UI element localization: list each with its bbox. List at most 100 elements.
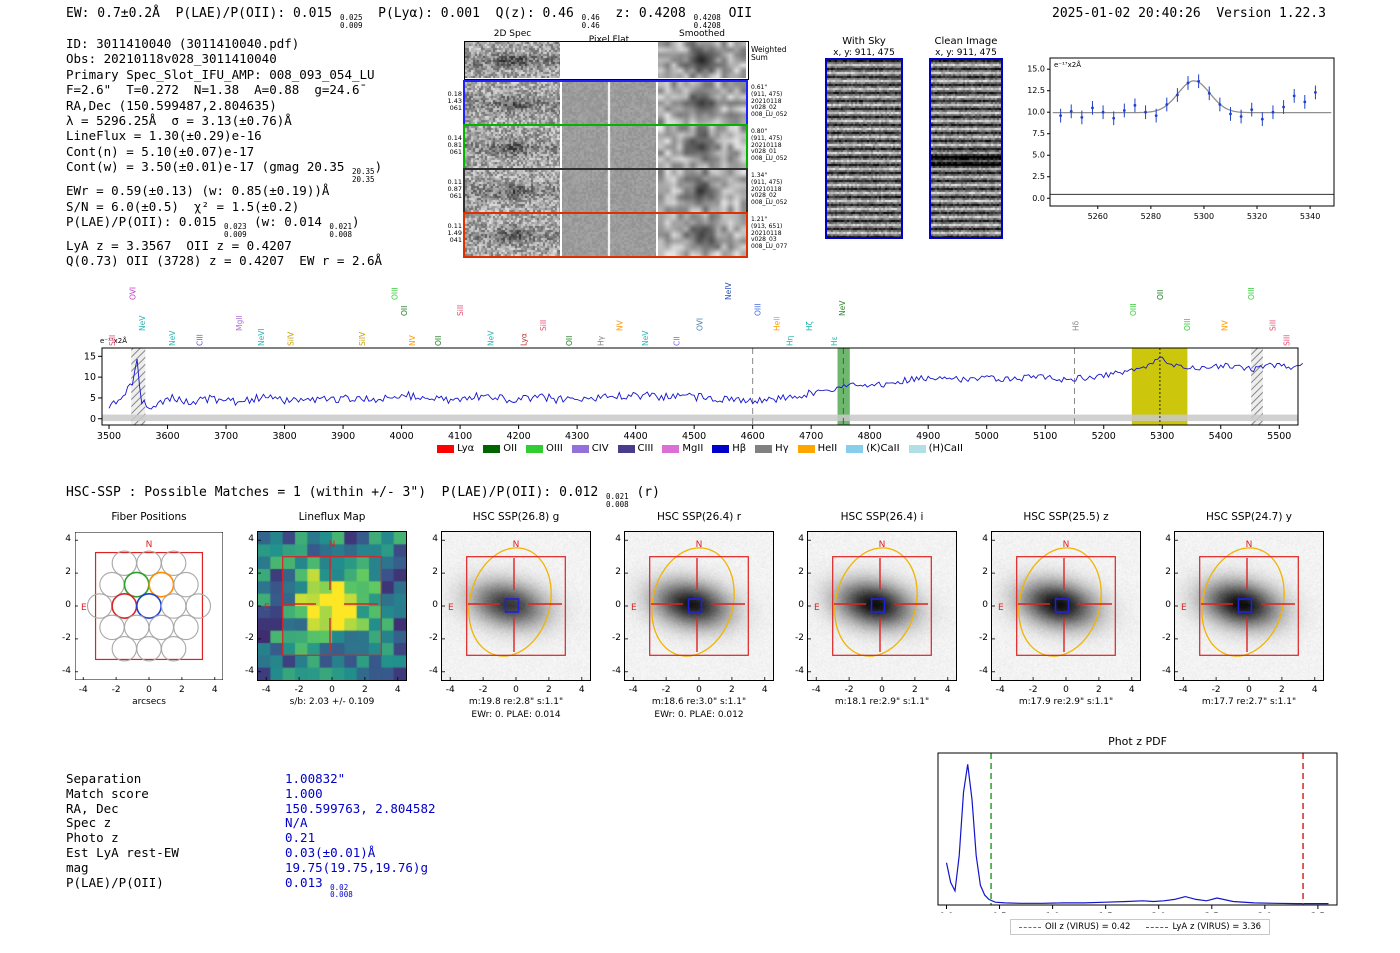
y-axis-ticks: 0.0 2.5 5.0 7.5 10.0 12.5 15.0 <box>1027 65 1050 203</box>
hatch-band <box>1251 348 1263 425</box>
hsc-match-line: HSC-SSP : Possible Matches = 1 (within +… <box>66 485 660 509</box>
svg-text:3600: 3600 <box>155 431 179 442</box>
info-line: ID: 3011410040 (3011410040.pdf) <box>66 36 300 51</box>
hsc-overlay: NE <box>808 539 949 680</box>
svg-text:5340: 5340 <box>1300 212 1320 221</box>
emission-label: NeV <box>168 330 177 346</box>
svg-text:5320: 5320 <box>1247 212 1267 221</box>
y-tick-label: 2 <box>1165 567 1171 578</box>
info-line: LyA z = 3.3567 OII z = 0.4207 <box>66 238 292 254</box>
emission-label: NeV <box>838 300 847 316</box>
svg-text:3900: 3900 <box>331 431 355 442</box>
compass-north: N <box>513 540 520 550</box>
match-table: Separation 1.00832" Match score 1.000 RA, De… <box>66 771 436 899</box>
catalog-match-box <box>870 598 886 613</box>
compass-east: E <box>998 603 1004 613</box>
stacked-value: 0.46 0.46 <box>581 13 600 30</box>
svg-text:5280: 5280 <box>1141 212 1161 221</box>
with-sky-image <box>825 58 903 239</box>
row-left-labels: 0.11 1.49 041 <box>447 222 462 244</box>
cutout-title: Lineflux Map <box>298 511 366 523</box>
x-tick-label: 0 <box>1246 685 1252 695</box>
emission-label: NV <box>615 319 624 331</box>
legend-swatch <box>712 444 730 453</box>
legend-swatch <box>846 444 864 453</box>
y-tick-label: 2 <box>798 567 804 578</box>
y-tick-label: 4 <box>248 534 254 545</box>
x-tick-label: 2 <box>729 685 735 695</box>
stacked-value: 0.023 0.009 <box>224 222 247 239</box>
match-value: 0.21 <box>285 830 316 846</box>
match-label: Match score <box>66 785 149 801</box>
y-tick-label: 0 <box>798 600 804 610</box>
x-axis-ticks: 0.0 0.5 1.0 1.5 2.0 2.5 3.0 3.5 <box>939 905 1325 922</box>
svg-text:4000: 4000 <box>389 431 413 442</box>
svg-text:0.0: 0.0 <box>1032 194 1045 203</box>
legend-label: CIII <box>637 443 654 454</box>
hatch-band <box>131 348 146 425</box>
y-tick-label: 0 <box>982 600 988 610</box>
row-pixel-flat <box>562 82 656 124</box>
hsc-overlay: NE <box>1175 539 1316 680</box>
x-tick-label: 2 <box>1279 685 1285 695</box>
legend-label: Hγ <box>775 443 789 454</box>
legend-item: CIII <box>617 443 654 454</box>
cutout-caption: m:17.7 re:2.7" s:1.1" <box>1201 697 1297 707</box>
legend-label: Lyα <box>457 443 475 454</box>
svg-text:3.5: 3.5 <box>1311 912 1325 913</box>
fiber <box>160 550 187 576</box>
legend-label: OII <box>503 443 518 454</box>
y-tick-label: -4 <box>795 665 804 676</box>
green-band <box>837 348 850 425</box>
compass-east: E <box>264 603 270 613</box>
compass-east: E <box>631 603 637 613</box>
x-tick-label: -2 <box>1028 685 1038 695</box>
info-line: Obs: 20210118v028_3011410040 <box>66 51 277 67</box>
svg-text:4100: 4100 <box>448 431 472 442</box>
match-label: Photo z <box>66 830 119 846</box>
emission-label: OIII <box>753 303 762 316</box>
emission-label: MgII <box>235 315 244 331</box>
photz-title: Phot z PDF <box>1108 735 1167 748</box>
cutout-caption: m:18.6 re:3.0" s:1.1" <box>651 697 747 707</box>
extent-box <box>832 556 932 656</box>
emission-label: SiII <box>1268 320 1277 331</box>
y-tick-label: 2 <box>248 567 254 578</box>
legend-swatch <box>617 444 635 453</box>
x-axis-ticks: 5260 5280 5300 5320 5340 <box>1088 206 1320 221</box>
x-tick-label: -4 <box>445 685 455 695</box>
legend-swatch <box>797 444 815 453</box>
svg-text:4900: 4900 <box>916 431 940 442</box>
cutout-title: HSC SSP(24.7) y <box>1205 511 1292 523</box>
fiber-row-border <box>463 212 748 258</box>
emission-label: SiII <box>539 320 548 331</box>
legend-label: Hβ <box>732 443 747 454</box>
spectrum-line <box>108 356 1303 410</box>
emission-label: Hε <box>830 336 839 346</box>
legend-label: LyA z (VIRUS) = 3.36 <box>1172 922 1262 932</box>
row-smoothed <box>658 214 746 256</box>
photz-legend-box: OII z (VIRUS) = 0.42 LyA z (VIRUS) = 3.36 <box>1009 919 1271 935</box>
y-tick-label: 0 <box>248 600 254 610</box>
svg-text:10.0: 10.0 <box>1027 108 1045 117</box>
svg-text:4500: 4500 <box>682 431 706 442</box>
legend-swatch <box>483 444 501 453</box>
svg-text:15: 15 <box>84 351 96 362</box>
y-tick-label: 4 <box>982 534 988 545</box>
svg-text:1.0: 1.0 <box>1045 912 1060 913</box>
cutout-caption: s/b: 2.03 +/- 0.109 <box>289 697 375 707</box>
info-line: RA,Dec (150.599487,2.804635) <box>66 97 277 113</box>
x-tick-label: -4 <box>995 685 1005 695</box>
match-row: mag 19.75(19.75,19.76)g <box>66 860 436 876</box>
x-tick-label: 2 <box>362 685 368 695</box>
legend-item: Hγ <box>755 443 789 454</box>
cutout-title: HSC SSP(25.5) z <box>1023 511 1109 523</box>
svg-text:15.0: 15.0 <box>1027 65 1045 74</box>
svg-text:5400: 5400 <box>1209 431 1233 442</box>
match-value: 1.000 <box>285 785 323 801</box>
ifu-extent-box <box>94 551 204 661</box>
info-line: F=2.6" T=0.272 N=1.38 A=0.88 g=24.6̄ <box>66 82 360 98</box>
y-tick-label: -2 <box>795 632 804 643</box>
y-tick-label: -4 <box>1162 665 1171 676</box>
